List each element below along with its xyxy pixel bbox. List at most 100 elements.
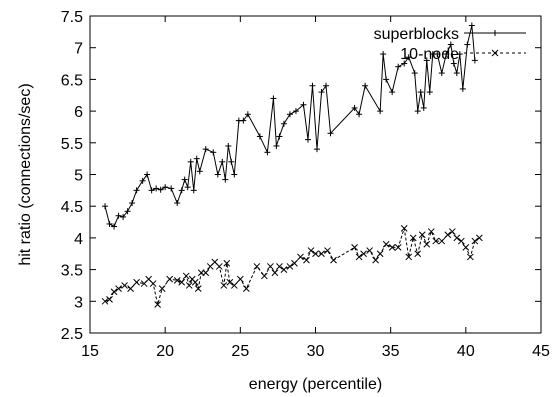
data-point: [214, 171, 221, 178]
data-point: [423, 240, 431, 248]
y-tick-label: 6: [74, 104, 83, 121]
data-point: [394, 244, 402, 251]
data-point: [154, 301, 162, 308]
data-point: [432, 237, 440, 245]
y-tick-label: 7.5: [61, 9, 83, 26]
data-point: [438, 70, 445, 77]
data-point: [360, 250, 367, 258]
data-point: [417, 89, 424, 96]
data-point: [178, 187, 185, 194]
data-point: [389, 89, 396, 96]
data-point: [476, 234, 483, 242]
data-point: [121, 282, 128, 289]
data-point: [327, 130, 334, 137]
data-point: [270, 95, 277, 102]
data-point: [228, 158, 235, 165]
legend: superblocks 10-node: [374, 26, 526, 63]
data-point: [133, 187, 140, 194]
data-point: [111, 223, 118, 230]
data-point: [110, 288, 118, 296]
data-point: [178, 278, 186, 286]
data-point: [303, 256, 310, 264]
data-point: [395, 63, 402, 70]
x-axis-label: energy (percentile): [249, 376, 382, 393]
data-point: [261, 272, 268, 280]
series-line-10-node: [104, 228, 480, 305]
data-point: [380, 51, 387, 58]
data-point: [323, 82, 330, 89]
data-point: [466, 253, 474, 261]
data-point: [401, 60, 408, 67]
data-point: [426, 89, 433, 96]
legend-marker: [492, 30, 498, 36]
data-point: [202, 269, 210, 277]
data-point: [309, 82, 316, 89]
data-point: [291, 259, 298, 267]
data-point: [372, 256, 379, 264]
data-point: [362, 82, 369, 89]
data-point: [120, 213, 127, 220]
data-point: [324, 247, 331, 254]
data-point: [220, 282, 228, 289]
data-point: [236, 275, 244, 283]
data-point: [280, 266, 288, 273]
data-point: [286, 263, 294, 270]
data-point: [377, 108, 384, 115]
data-point: [240, 117, 247, 124]
data-point: [157, 186, 164, 193]
data-point: [267, 263, 274, 270]
data-point: [139, 177, 146, 184]
data-point: [453, 234, 461, 242]
data-point: [280, 120, 287, 127]
data-point: [297, 253, 304, 261]
data-point: [106, 296, 113, 303]
data-point: [191, 278, 199, 286]
data-point: [414, 250, 422, 258]
data-point: [219, 158, 226, 165]
x-tick-label: 30: [307, 343, 325, 360]
data-point: [400, 225, 408, 232]
legend-label-superblocks: superblocks: [374, 26, 459, 43]
data-point: [366, 247, 373, 254]
data-point: [187, 158, 194, 165]
data-point: [166, 275, 174, 283]
data-point: [351, 244, 358, 251]
data-point: [190, 187, 197, 194]
data-point: [158, 285, 166, 292]
data-point: [181, 176, 188, 183]
data-point: [231, 171, 238, 178]
data-point: [223, 259, 231, 267]
data-point: [106, 220, 113, 227]
data-point: [456, 51, 463, 58]
data-point: [388, 244, 396, 251]
y-tick-label: 3: [74, 294, 83, 311]
data-point: [292, 108, 299, 115]
data-point: [194, 285, 202, 292]
data-point: [162, 184, 169, 191]
data-point: [193, 155, 200, 162]
data-point: [273, 142, 280, 149]
tick-group: 15 20 25 30 35 40 45 2.5 3 3.5 4 4.5 5 5.5 6 6.5 7 7.5: [61, 9, 550, 360]
data-point: [115, 212, 122, 219]
data-point: [376, 250, 384, 258]
data-point: [184, 184, 191, 191]
data-point: [438, 237, 446, 245]
data-point: [330, 256, 337, 264]
data-point: [312, 250, 319, 258]
data-point: [264, 149, 271, 156]
y-tick-label: 4: [74, 231, 83, 248]
data-point: [149, 280, 157, 287]
y-axis-label: hit ratio (connections/sec): [17, 83, 34, 265]
y-tick-label: 5.5: [61, 136, 83, 153]
data-point: [450, 60, 457, 67]
data-point: [202, 146, 209, 153]
data-point: [444, 231, 452, 239]
data-point: [286, 111, 293, 118]
data-point: [182, 272, 190, 280]
data-point: [148, 187, 155, 194]
data-point: [405, 54, 412, 61]
y-tick-label: 6.5: [61, 72, 83, 89]
plot-frame: [89, 15, 542, 334]
data-point: [168, 185, 175, 192]
